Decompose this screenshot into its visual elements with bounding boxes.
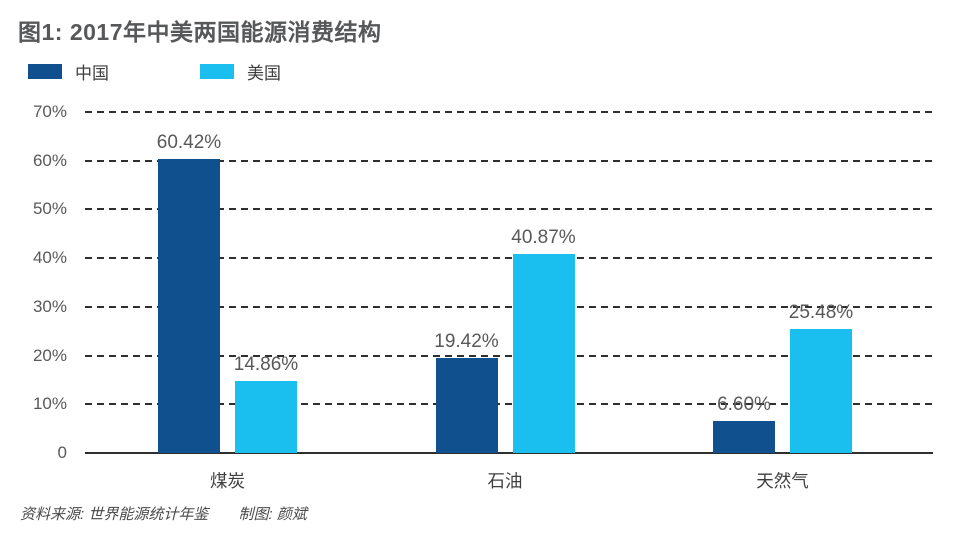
value-label-中国-石油: 19.42% xyxy=(434,331,499,353)
legend-label-usa: 美国 xyxy=(247,64,281,83)
category-label-天然气: 天然气 xyxy=(756,471,809,491)
bar-中国-煤炭 xyxy=(158,158,220,453)
gridline-60% xyxy=(85,159,933,162)
legend: 中国 美国 xyxy=(0,59,967,83)
y-tick-label: 40% xyxy=(32,248,67,268)
bar-美国-天然气 xyxy=(790,328,852,453)
x-axis-line xyxy=(85,452,933,454)
y-tick-label: 10% xyxy=(32,394,67,414)
value-label-美国-石油: 40.87% xyxy=(511,226,576,248)
usa-color-swatch xyxy=(200,64,234,79)
value-label-美国-煤炭: 14.86% xyxy=(233,353,299,375)
chart-credit-text: 制图: 颜斌 xyxy=(238,506,307,523)
category-label-石油: 石油 xyxy=(487,471,523,491)
china-color-swatch xyxy=(28,64,62,79)
value-label-中国-天然气: 6.60% xyxy=(717,393,771,415)
gridline-20% xyxy=(85,354,933,357)
gridline-50% xyxy=(85,208,933,211)
y-tick-label: 60% xyxy=(32,150,67,170)
bar-美国-煤炭 xyxy=(235,380,297,453)
category-label-煤炭: 煤炭 xyxy=(210,471,245,491)
y-tick-label: 50% xyxy=(32,199,67,219)
bar-美国-石油 xyxy=(512,253,575,453)
y-tick-label: 30% xyxy=(32,296,67,316)
gridline-10% xyxy=(85,403,933,406)
data-source-text: 资料来源: 世界能源统计年鉴 xyxy=(20,506,209,523)
footer: 资料来源: 世界能源统计年鉴 制图: 颜斌 xyxy=(20,503,307,524)
bar-中国-石油 xyxy=(435,358,498,453)
gridline-30% xyxy=(85,305,933,308)
bar-中国-天然气 xyxy=(713,420,775,453)
value-label-美国-天然气: 25.48% xyxy=(788,301,854,323)
y-tick-label: 20% xyxy=(32,345,67,365)
legend-item-usa: 美国 xyxy=(200,59,281,84)
value-label-中国-煤炭: 60.42% xyxy=(156,131,222,153)
legend-item-china: 中国 xyxy=(28,59,109,84)
gridline-40% xyxy=(85,257,933,260)
y-tick-label: 0 xyxy=(57,443,67,462)
y-tick-label: 70% xyxy=(32,102,67,121)
gridline-70% xyxy=(85,111,933,113)
legend-label-china: 中国 xyxy=(75,64,109,83)
chart-title: 图1: 2017年中美两国能源消费结构 xyxy=(18,19,382,45)
